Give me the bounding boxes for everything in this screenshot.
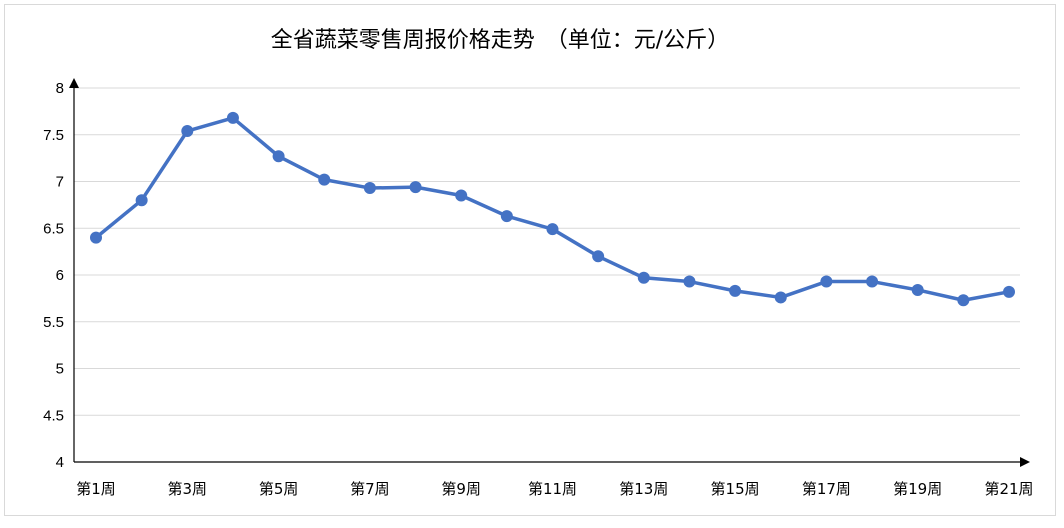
axes xyxy=(69,78,1030,467)
data-point xyxy=(363,182,376,195)
x-axis-arrow xyxy=(1020,457,1030,467)
data-point xyxy=(226,111,239,124)
x-tick-label: 第15周 xyxy=(711,480,760,498)
data-point xyxy=(1003,285,1015,298)
series-line xyxy=(94,116,1011,302)
y-tick-label: 7 xyxy=(56,174,64,191)
x-tick-label: 第7周 xyxy=(350,480,390,498)
data-point xyxy=(820,275,833,288)
data-series xyxy=(90,111,1015,307)
chart-title: 全省蔬菜零售周报价格走势 （单位：元/公斤） xyxy=(270,28,730,53)
y-axis-arrow xyxy=(69,78,79,88)
y-tick-label: 4.5 xyxy=(43,407,64,424)
data-point xyxy=(135,194,148,207)
data-point xyxy=(455,189,468,202)
x-tick-label: 第1周 xyxy=(76,480,116,498)
x-tick-label: 第11周 xyxy=(528,480,577,498)
data-point xyxy=(957,294,970,307)
x-tick-label: 第5周 xyxy=(259,480,299,498)
y-axis-ticks: 4 4.5 5 5.5 6 6.5 7 7.5 8 xyxy=(43,80,64,471)
data-point xyxy=(637,271,650,284)
x-tick-label: 第13周 xyxy=(619,480,668,498)
x-axis-ticks: 第1周 第3周 第5周 第7周 第9周 第11周 第13周 第15周 第17周 第19周 第21周 xyxy=(76,480,1033,498)
y-tick-label: 7.5 xyxy=(43,127,64,144)
x-tick-label: 第9周 xyxy=(441,480,481,498)
y-tick-label: 4 xyxy=(56,454,64,471)
data-point xyxy=(90,231,102,244)
x-tick-label: 第21周 xyxy=(984,480,1033,498)
gridlines xyxy=(74,87,1020,416)
data-point xyxy=(409,181,422,194)
data-point xyxy=(774,291,787,304)
data-point xyxy=(500,210,513,223)
data-point xyxy=(729,284,742,297)
data-point xyxy=(318,173,331,186)
chart-frame xyxy=(4,4,1056,516)
y-tick-label: 5.5 xyxy=(43,314,64,331)
y-tick-label: 6 xyxy=(56,267,64,284)
y-tick-label: 6.5 xyxy=(43,220,64,237)
data-point xyxy=(866,275,879,288)
data-point xyxy=(546,223,559,236)
x-tick-label: 第17周 xyxy=(802,480,851,498)
data-point xyxy=(911,283,924,296)
x-tick-label: 第3周 xyxy=(168,480,208,498)
y-tick-label: 8 xyxy=(56,80,64,97)
data-point xyxy=(181,125,194,138)
x-tick-label: 第19周 xyxy=(893,480,942,498)
data-point xyxy=(272,150,285,163)
data-point xyxy=(683,275,696,288)
y-tick-label: 5 xyxy=(56,361,64,378)
data-point xyxy=(592,250,605,263)
